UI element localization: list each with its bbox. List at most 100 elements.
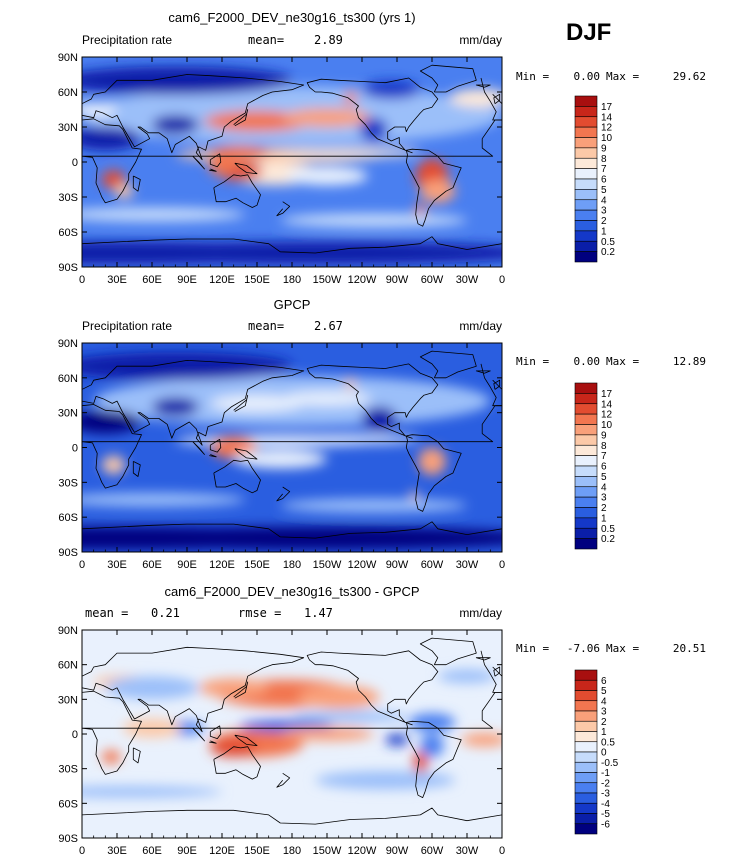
colorbar-label: 17 xyxy=(601,389,613,400)
colorbar-label: 10 xyxy=(601,420,613,431)
x-tick-label: 30E xyxy=(107,559,127,571)
coastline xyxy=(419,350,477,379)
colorbar-label: 9 xyxy=(601,143,607,154)
field-region xyxy=(280,148,421,158)
colorbar-segment xyxy=(574,199,598,211)
colorbar-segment xyxy=(574,240,598,252)
colorbar-label: -1 xyxy=(601,768,610,779)
stat-label: mean = xyxy=(85,606,128,620)
max-label: Max = xyxy=(606,642,639,655)
coastline xyxy=(233,109,249,127)
colorbar-segment xyxy=(574,486,598,498)
coastline xyxy=(234,448,258,460)
panel-3: cam6_F2000_DEV_ne30g16_ts300 - GPCP mean … xyxy=(58,584,706,857)
y-tick-label: 30N xyxy=(58,694,78,706)
panel-1: cam6_F2000_DEV_ne30g16_ts300 (yrs 1) Prec… xyxy=(58,10,706,286)
field-region xyxy=(280,498,467,513)
coastline xyxy=(306,77,439,154)
min-value: 0.00 xyxy=(574,70,601,83)
colorbar-segment xyxy=(574,517,598,529)
coastline xyxy=(209,168,217,172)
coastline xyxy=(276,486,291,502)
colorbar-segment xyxy=(574,700,598,712)
x-tick-label: 90W xyxy=(386,559,409,571)
x-tick-label: 60W xyxy=(421,559,444,571)
panel-title: cam6_F2000_DEV_ne30g16_ts300 (yrs 1) xyxy=(168,10,415,25)
y-tick-label: 30N xyxy=(58,408,78,420)
x-tick-label: 0 xyxy=(499,845,505,857)
coastline xyxy=(492,666,502,677)
coastline xyxy=(132,175,141,192)
colorbar-segment xyxy=(574,802,598,814)
colorbar-label: 12 xyxy=(601,410,613,421)
colorbar-label: 0.5 xyxy=(601,524,615,535)
coastline xyxy=(209,740,217,744)
min-label: Min = xyxy=(516,70,549,83)
field-region xyxy=(297,685,380,709)
colorbar-segment xyxy=(574,189,598,201)
field-region xyxy=(82,786,222,798)
x-tick-label: 30E xyxy=(107,845,127,857)
coastline xyxy=(493,666,501,677)
colorbar-segment xyxy=(574,126,598,138)
colorbar-segment xyxy=(574,116,598,128)
colorbar-label: 9 xyxy=(601,430,607,441)
colorbar-label: -3 xyxy=(601,789,610,800)
min-label: Min = xyxy=(516,642,549,655)
coastline xyxy=(82,74,305,161)
colorbar-segment xyxy=(574,413,598,425)
y-tick-label: 90S xyxy=(58,262,78,274)
field-region xyxy=(292,710,409,723)
colorbar-label: 5 xyxy=(601,686,607,697)
x-tick-label: 120E xyxy=(209,559,235,571)
x-tick-label: 90W xyxy=(386,274,409,286)
colorbar-segment xyxy=(574,690,598,702)
colorbar-label: 1 xyxy=(601,513,607,524)
coastline xyxy=(493,379,501,390)
coastline xyxy=(233,681,249,699)
field-region xyxy=(344,90,357,105)
y-tick-label: 30S xyxy=(58,764,78,776)
field-region xyxy=(82,241,502,265)
x-tick-label: 90E xyxy=(177,559,197,571)
x-tick-label: 120W xyxy=(348,274,377,286)
coastline xyxy=(82,807,502,825)
y-tick-label: 0 xyxy=(72,157,78,169)
colorbar-segment xyxy=(574,393,598,405)
x-tick-label: 0 xyxy=(79,274,85,286)
x-tick-label: 30W xyxy=(456,845,479,857)
field-region xyxy=(101,455,126,475)
coastline xyxy=(209,153,222,168)
coastline xyxy=(213,174,261,208)
x-tick-label: 90W xyxy=(386,845,409,857)
colorbar-segment xyxy=(574,168,598,180)
max-label: Max = xyxy=(606,355,639,368)
x-tick-label: 60E xyxy=(142,845,162,857)
x-tick-label: 150E xyxy=(244,274,270,286)
coastline xyxy=(306,650,439,726)
x-tick-label: 120E xyxy=(209,845,235,857)
colorbar-label: 1 xyxy=(601,727,607,738)
stat-label: mean= xyxy=(248,319,284,333)
coastline xyxy=(82,646,305,733)
y-tick-label: 90N xyxy=(58,52,78,64)
x-tick-label: 30W xyxy=(456,274,479,286)
x-tick-label: 150E xyxy=(244,559,270,571)
field-region xyxy=(82,102,117,117)
colorbar-segment xyxy=(574,782,598,794)
field-region xyxy=(82,207,246,222)
x-tick-label: 120W xyxy=(348,559,377,571)
x-tick-label: 60E xyxy=(142,559,162,571)
coastline xyxy=(209,725,222,739)
field-region xyxy=(420,734,444,758)
coastline xyxy=(475,84,491,88)
field-region xyxy=(449,88,502,108)
coastline xyxy=(475,657,491,661)
field-region xyxy=(362,80,421,99)
coastline xyxy=(82,404,502,489)
colorbar-label: 14 xyxy=(601,112,613,123)
field-region xyxy=(82,410,141,434)
colorbar-segment xyxy=(574,823,598,835)
